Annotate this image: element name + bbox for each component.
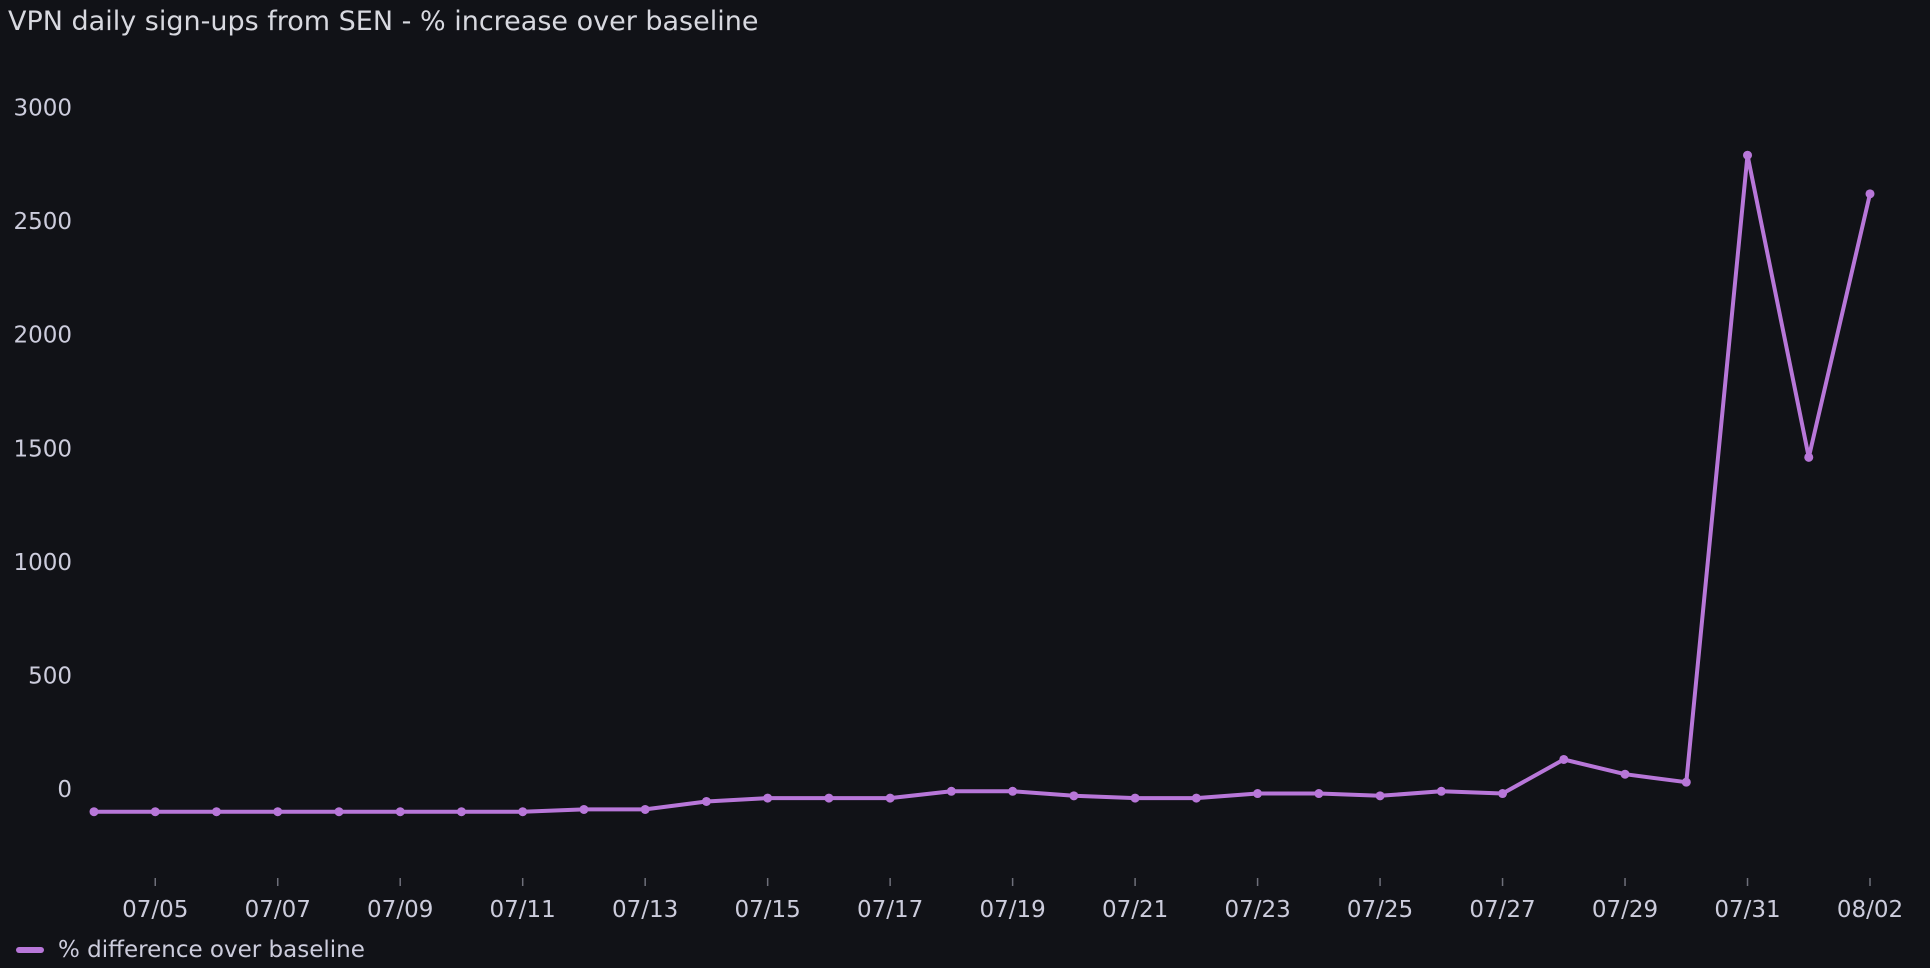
data-point[interactable]	[334, 807, 344, 817]
panel-title: VPN daily sign-ups from SEN - % increase…	[8, 6, 759, 37]
x-tick-label: 07/29	[1592, 897, 1658, 923]
data-point[interactable]	[579, 804, 589, 814]
data-point[interactable]	[946, 786, 956, 796]
data-point[interactable]	[395, 807, 405, 817]
y-tick-label: 3000	[13, 96, 72, 122]
x-tick-label: 07/25	[1347, 897, 1413, 923]
y-axis: 0 500 1000 1500 2000 2500 3000	[13, 96, 72, 804]
y-tick-label: 1000	[13, 550, 72, 576]
x-tick-label: 07/17	[857, 897, 923, 923]
data-point[interactable]	[150, 807, 160, 817]
data-point[interactable]	[1743, 150, 1753, 160]
data-point[interactable]	[211, 807, 221, 817]
x-tick-label: 07/05	[122, 897, 188, 923]
data-point[interactable]	[1865, 189, 1875, 199]
data-point[interactable]	[1314, 789, 1324, 799]
y-tick-label: 2500	[13, 209, 72, 235]
series-layer	[89, 150, 1875, 817]
data-point[interactable]	[763, 793, 773, 803]
y-tick-label: 1500	[13, 436, 72, 462]
x-tick-label: 07/21	[1102, 897, 1168, 923]
data-point[interactable]	[1069, 791, 1079, 801]
data-point[interactable]	[885, 793, 895, 803]
data-point[interactable]	[1559, 754, 1569, 764]
legend-swatch-icon	[16, 947, 44, 953]
data-point[interactable]	[518, 807, 528, 817]
y-tick-label: 0	[57, 777, 72, 803]
x-tick-label: 07/13	[612, 897, 678, 923]
data-point[interactable]	[1498, 789, 1508, 799]
data-point[interactable]	[640, 804, 650, 814]
data-point[interactable]	[456, 807, 466, 817]
data-point[interactable]	[1681, 777, 1691, 787]
x-tick-label: 07/31	[1714, 897, 1780, 923]
data-point[interactable]	[273, 807, 283, 817]
x-tick-label: 07/15	[735, 897, 801, 923]
x-tick-label: 07/27	[1469, 897, 1535, 923]
data-point[interactable]	[1130, 793, 1140, 803]
x-tick-label: 07/09	[367, 897, 433, 923]
data-point[interactable]	[824, 793, 834, 803]
x-tick-label: 07/19	[979, 897, 1045, 923]
x-tick-label: 08/02	[1837, 897, 1903, 923]
x-tick-label: 07/11	[490, 897, 556, 923]
data-point[interactable]	[701, 796, 711, 806]
series-line	[92, 153, 1872, 814]
legend[interactable]: % difference over baseline	[16, 935, 365, 965]
data-point[interactable]	[1620, 769, 1630, 779]
data-point[interactable]	[89, 807, 99, 817]
data-point[interactable]	[1253, 789, 1263, 799]
y-tick-label: 500	[28, 663, 72, 689]
data-point[interactable]	[1008, 786, 1018, 796]
data-point[interactable]	[1804, 452, 1814, 462]
legend-label: % difference over baseline	[58, 937, 365, 963]
x-tick-label: 07/07	[245, 897, 311, 923]
data-point[interactable]	[1375, 791, 1385, 801]
data-point[interactable]	[1436, 786, 1446, 796]
data-point[interactable]	[1191, 793, 1201, 803]
x-axis: 07/05 07/07 07/09 07/11 07/13 07/15 07/17 07/19…	[122, 878, 1903, 923]
y-tick-label: 2000	[13, 323, 72, 349]
x-tick-label: 07/23	[1224, 897, 1290, 923]
